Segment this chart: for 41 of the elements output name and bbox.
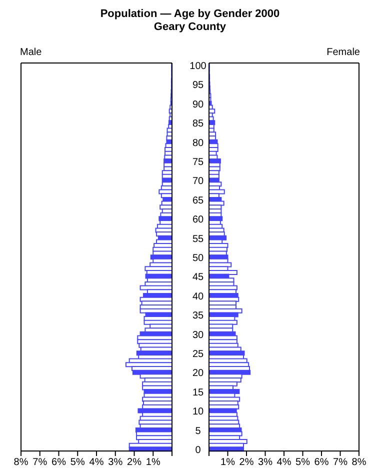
x-tick-label: 4% — [276, 457, 292, 468]
y-tick-label: 30 — [192, 330, 204, 341]
x-tick-label: 3% — [108, 457, 123, 468]
x-tick-label: 3% — [258, 457, 273, 468]
y-tick-label: 10 — [192, 406, 204, 418]
y-tick-label: 70 — [192, 176, 204, 188]
text: Female — [326, 47, 360, 58]
x-tick-label: 2% — [239, 457, 254, 468]
x-tick-label: 1% — [220, 457, 236, 468]
x-tick-label: 6% — [314, 457, 329, 468]
x-tick-label: 1% — [146, 457, 160, 468]
y-tick-label: 85 — [192, 118, 204, 130]
x-tick-label: 7% — [333, 457, 348, 468]
chart-subtitle: Geary County — [152, 21, 228, 33]
y-tick-label: 65 — [192, 195, 204, 206]
x-tick-label: 6% — [52, 457, 66, 468]
x-tick-label: 5% — [70, 457, 85, 468]
text: Male — [20, 47, 42, 58]
y-tick-label: 95 — [192, 80, 204, 92]
y-tick-label: 50 — [192, 253, 204, 264]
x-tick-label: 8% — [352, 457, 366, 468]
y-tick-label: 25 — [192, 349, 204, 360]
x-tick-label: 4% — [89, 457, 104, 468]
y-tick-label: 90 — [192, 99, 204, 110]
y-tick-label: 75 — [192, 156, 204, 168]
y-tick-label: 0 — [195, 445, 202, 456]
y-tick-label: 20 — [192, 368, 204, 380]
y-tick-label: 60 — [192, 214, 204, 226]
x-tick-label: 2% — [127, 457, 142, 468]
y-tick-label: 15 — [192, 387, 204, 398]
x-tick-label: 5% — [296, 457, 310, 468]
x-tick-label: 8% — [14, 457, 28, 468]
y-tick-label: 5 — [195, 426, 202, 437]
y-tick-label: 80 — [192, 138, 204, 149]
x-tick-label: 7% — [32, 457, 48, 468]
y-tick-label: 100 — [190, 60, 207, 72]
y-tick-label: 35 — [192, 310, 204, 322]
chart-title: Population — Age by Gender 2000 — [99, 8, 281, 20]
y-tick-label: 55 — [192, 234, 204, 245]
y-tick-label: 45 — [192, 272, 204, 284]
y-tick-label: 40 — [192, 291, 204, 302]
